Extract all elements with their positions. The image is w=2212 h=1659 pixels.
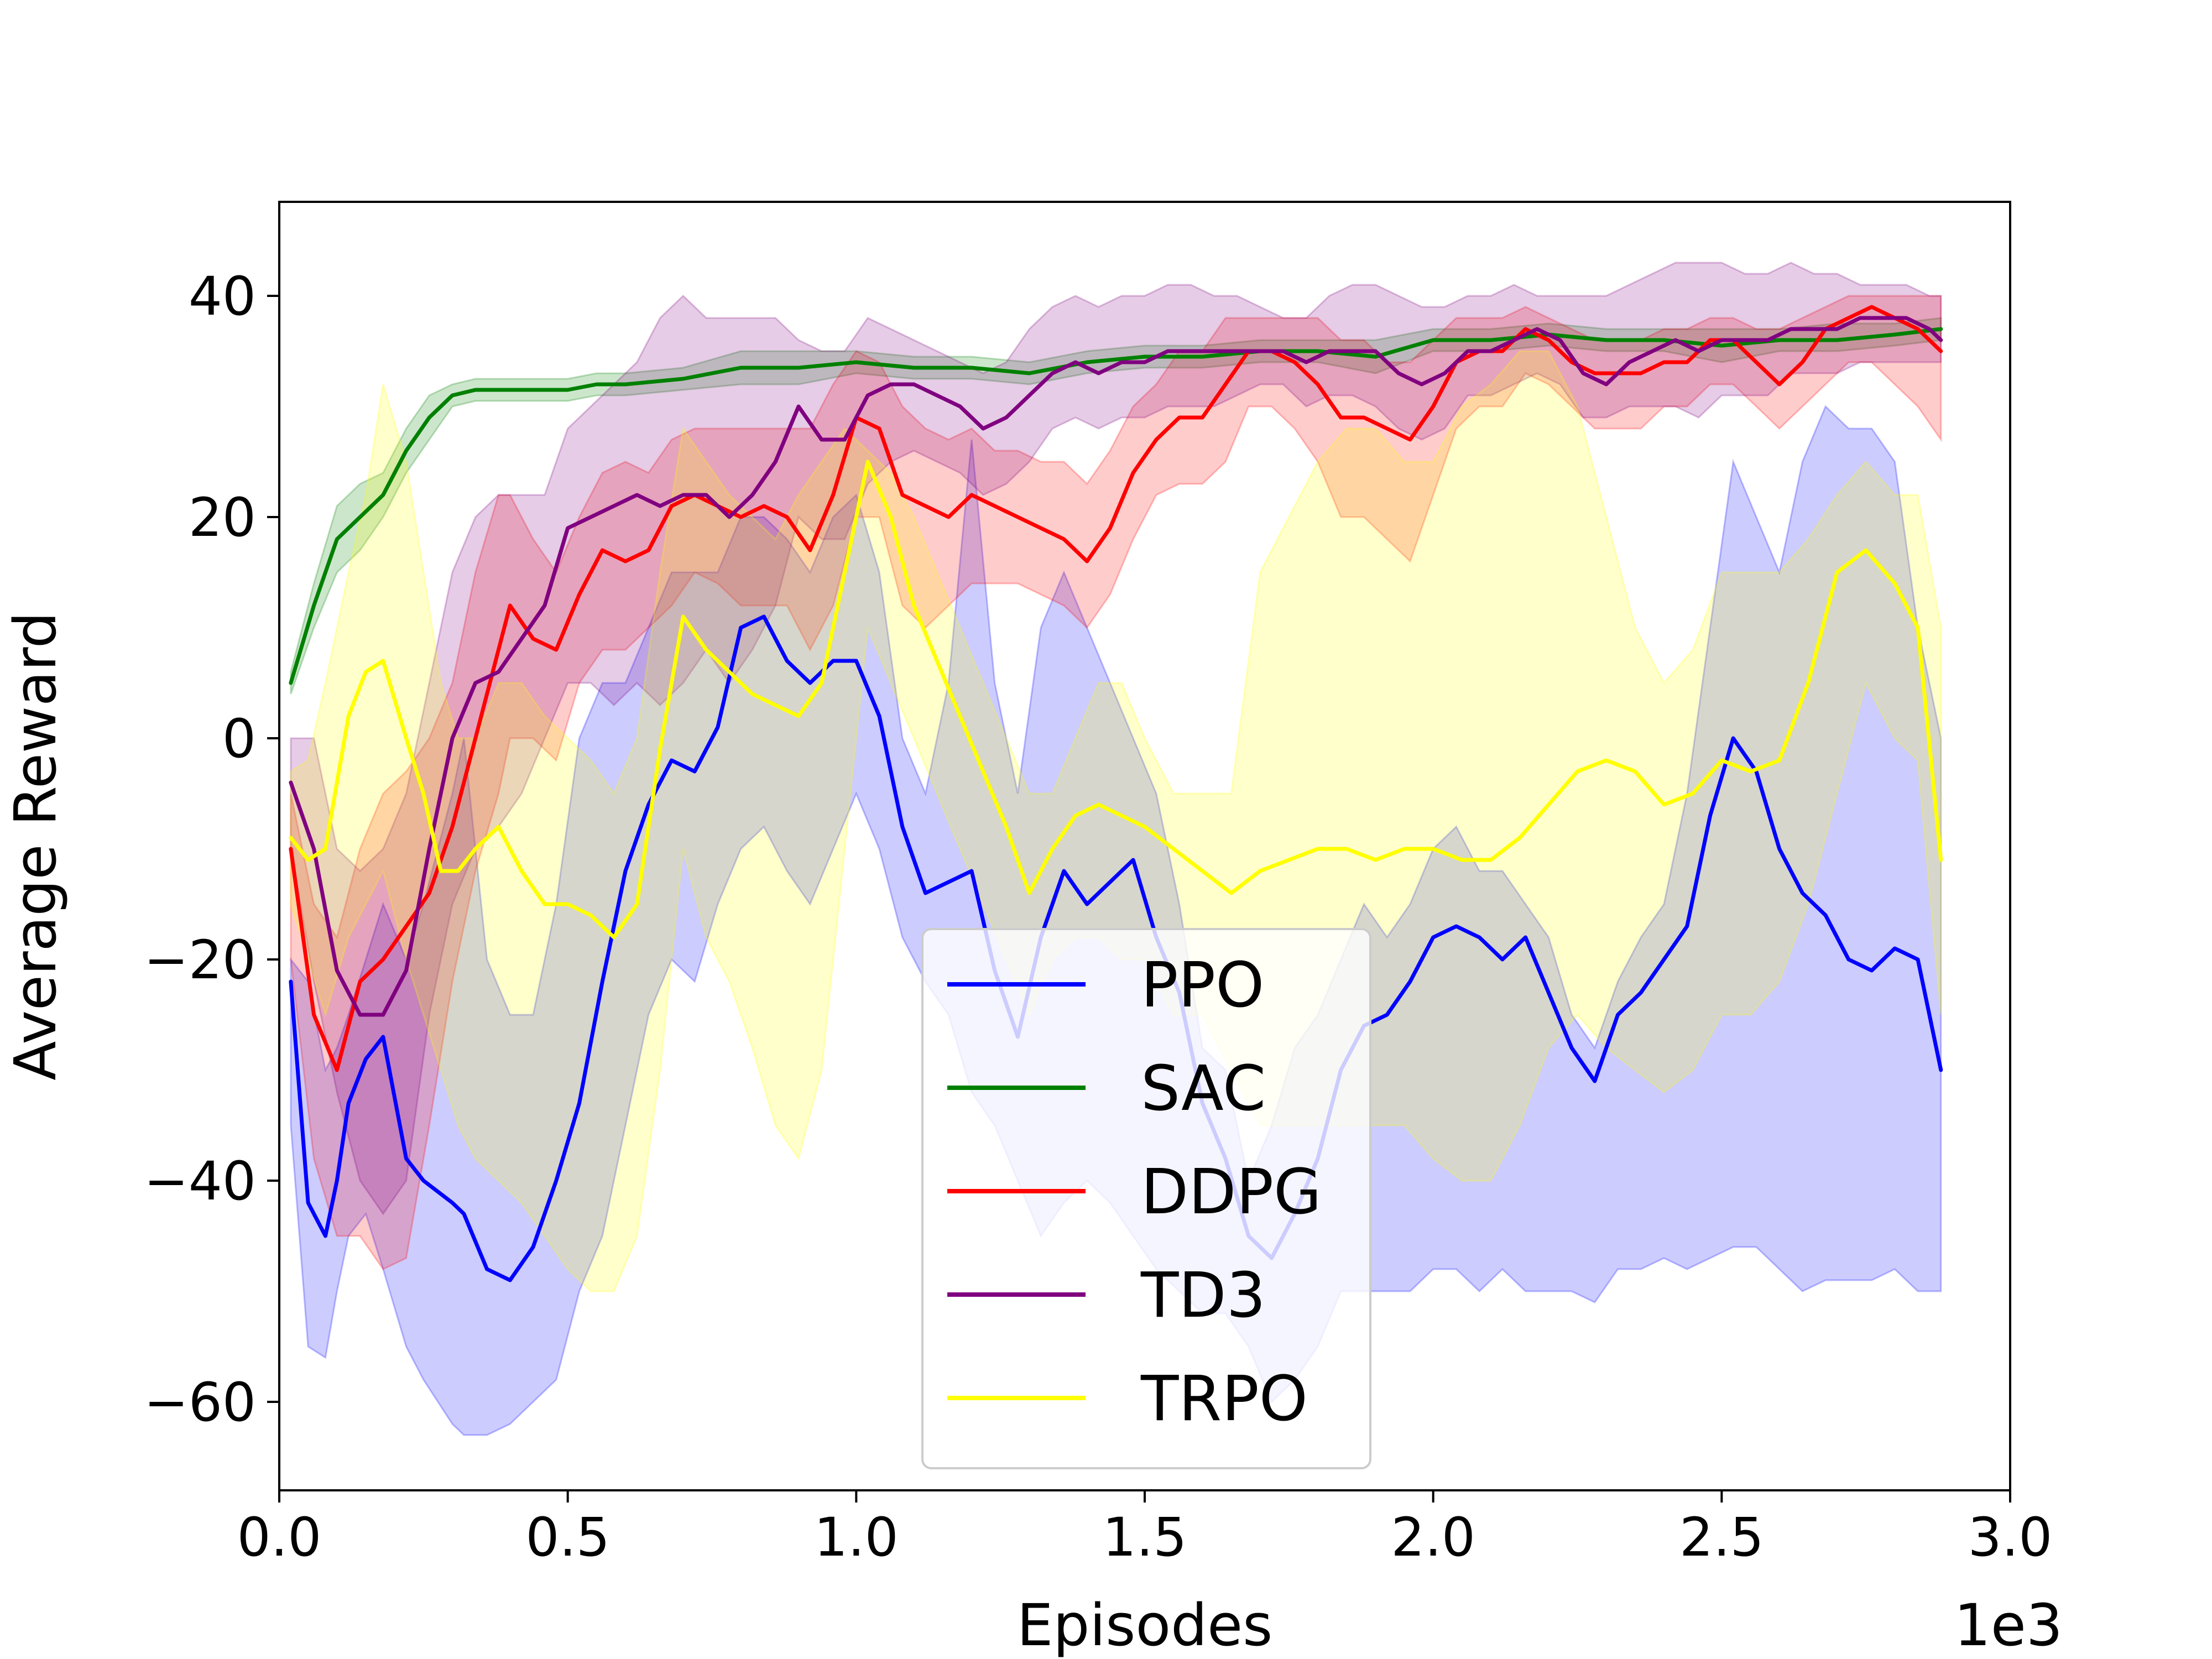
line-sac xyxy=(289,327,1943,685)
line-trpo xyxy=(289,460,1943,940)
y-tick-label: 0 xyxy=(222,708,256,770)
x-tick-label: 1.0 xyxy=(814,1506,899,1568)
line-ppo xyxy=(289,614,1943,1282)
y-tick-label: −20 xyxy=(144,929,256,991)
band-trpo xyxy=(290,350,1942,1292)
legend-label-ddpg: DDPG xyxy=(1141,1156,1322,1228)
legend: PPO SAC DDPG TD3 TRPO xyxy=(921,928,1371,1469)
series-lines xyxy=(289,305,1943,1282)
legend-label-ppo: PPO xyxy=(1141,950,1264,1021)
x-tick-label: 2.0 xyxy=(1391,1506,1475,1568)
band-ddpg xyxy=(290,295,1942,1270)
line-ddpg xyxy=(289,305,1943,1072)
legend-box xyxy=(921,928,1371,1469)
x-axis-title: Episodes xyxy=(1017,1592,1273,1659)
y-tick-label: −60 xyxy=(144,1371,256,1433)
y-axis: −60 −40 −20 0 20 40 xyxy=(144,265,279,1433)
y-tick-label: −40 xyxy=(144,1150,256,1212)
x-axis-offset-text: 1e3 xyxy=(1954,1592,2063,1659)
y-tick-label: 20 xyxy=(189,487,256,549)
y-axis-title: Average Reward xyxy=(2,612,69,1080)
x-tick-label: 2.5 xyxy=(1679,1506,1764,1568)
x-axis: 0.0 0.5 1.0 1.5 2.0 2.5 3.0 xyxy=(237,1490,2053,1568)
x-tick-label: 0.0 xyxy=(237,1506,322,1568)
x-tick-label: 0.5 xyxy=(525,1506,610,1568)
x-tick-label: 3.0 xyxy=(1968,1506,2053,1568)
legend-label-td3: TD3 xyxy=(1140,1260,1266,1332)
line-td3 xyxy=(289,316,1943,1017)
x-tick-label: 1.5 xyxy=(1103,1506,1187,1568)
legend-label-sac: SAC xyxy=(1141,1053,1266,1125)
legend-label-trpo: TRPO xyxy=(1140,1363,1308,1435)
band-ppo xyxy=(290,405,1942,1436)
y-tick-label: 40 xyxy=(189,265,256,327)
